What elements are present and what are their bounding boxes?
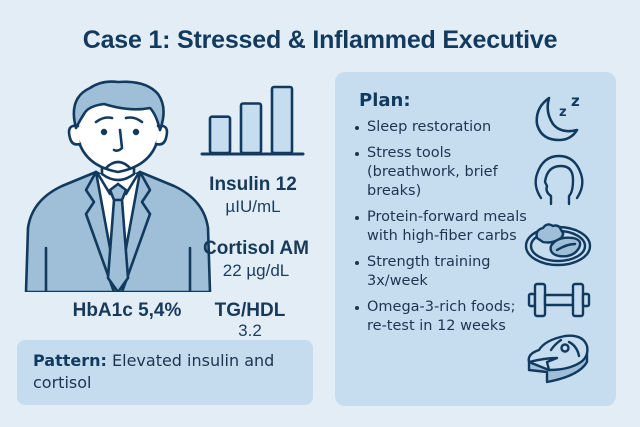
- left-eyebrow: [94, 116, 114, 124]
- tie-knot: [108, 182, 128, 202]
- insulin-metric: Insulin 12 µIU/mL: [198, 174, 308, 218]
- plan-item-stress: Stress tools (breathwork, brief breaks): [353, 144, 533, 201]
- stressed-executive-illustration: [24, 80, 212, 292]
- cortisol-metric: Cortisol AM 22 µg/dL: [196, 238, 316, 282]
- tie: [106, 198, 130, 292]
- insulin-label: Insulin 12: [209, 174, 297, 195]
- moon-sleep-icon: z z: [535, 92, 580, 142]
- right-ear: [154, 124, 169, 146]
- salmon-steak-icon: [527, 334, 589, 384]
- hba1c-label: HbA1c 5,4%: [72, 300, 182, 321]
- plan-item-strength: Strength training 3x/week: [353, 253, 533, 291]
- svg-text:z: z: [559, 105, 567, 120]
- plan-panel: Plan: Sleep restoration Stress tools (br…: [335, 72, 616, 406]
- bar-icon-bar: [208, 115, 232, 155]
- plan-item-sleep: Sleep restoration: [353, 118, 533, 137]
- pattern-text: Elevated insulin and cortisol: [33, 351, 275, 392]
- pattern-box: Pattern: Elevated insulin and cortisol: [17, 340, 313, 405]
- right-eye: [132, 128, 140, 136]
- bar-icon-bar: [270, 85, 294, 155]
- right-lapel: [120, 170, 152, 292]
- hair: [72, 80, 165, 132]
- plan-title: Plan:: [359, 90, 411, 111]
- tghdl-label: TG/HDL: [214, 300, 286, 321]
- frown-mouth: [104, 160, 132, 170]
- nose: [112, 128, 124, 152]
- right-eyebrow: [124, 116, 144, 124]
- page-title: Case 1: Stressed & Inflammed Executive: [82, 26, 558, 54]
- plan-list: Sleep restoration Stress tools (breathwo…: [353, 118, 533, 343]
- protein-plate-icon: [524, 223, 592, 267]
- bar-chart-icon: [200, 85, 305, 156]
- left-lapel: [84, 170, 116, 292]
- cortisol-value: 22 µg/dL: [222, 261, 290, 280]
- insulin-unit: µIU/mL: [225, 197, 281, 216]
- plan-item-nutrition: Protein-forward meals with high-fiber ca…: [353, 208, 533, 246]
- bar-icon-bar: [239, 102, 263, 155]
- cortisol-label: Cortisol AM: [203, 238, 309, 259]
- dumbbell-icon: [527, 282, 591, 318]
- left-ear: [67, 124, 82, 146]
- plan-item-omega3: Omega-3-rich foods; re-test in 12 weeks: [353, 298, 533, 336]
- head-calm-icon: [534, 154, 584, 206]
- tghdl-value: 3.2: [238, 321, 262, 340]
- hba1c-metric: HbA1c 5,4%: [62, 300, 192, 322]
- svg-text:z: z: [571, 92, 580, 110]
- tghdl-metric: TG/HDL 3.2: [200, 300, 300, 340]
- left-eye: [100, 128, 108, 136]
- pattern-label: Pattern:: [33, 351, 107, 370]
